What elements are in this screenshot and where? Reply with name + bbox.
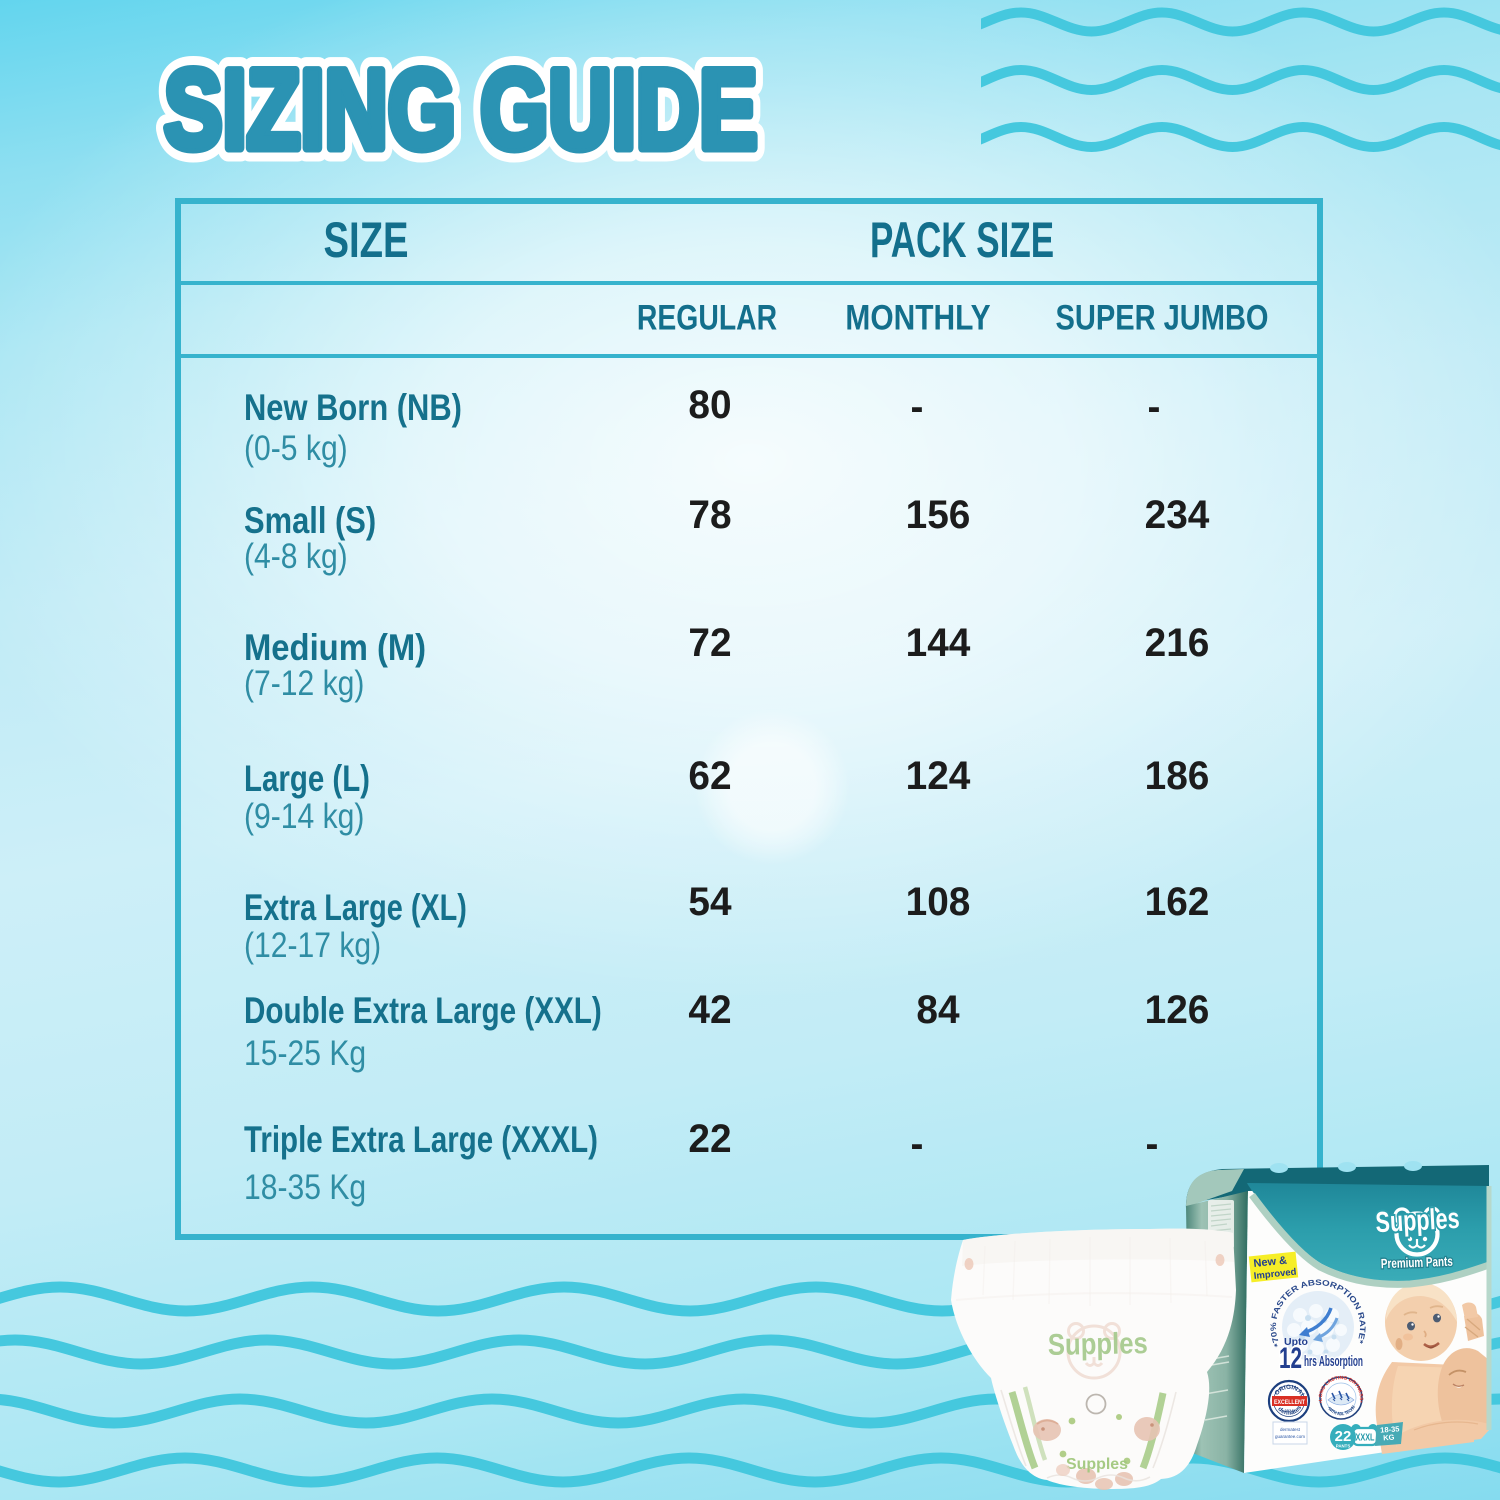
svg-text:SIZING GUIDE: SIZING GUIDE: [164, 48, 758, 173]
svg-text:New &: New &: [1253, 1255, 1288, 1270]
svg-text:Supples: Supples: [1048, 1327, 1149, 1362]
svg-text:guarantee.com: guarantee.com: [1275, 1434, 1305, 1439]
svg-text:EXCELLENT: EXCELLENT: [1274, 1399, 1306, 1406]
svg-text:XXXL: XXXL: [1356, 1433, 1375, 1444]
svg-text:dermatest: dermatest: [1280, 1427, 1301, 1432]
svg-text:22: 22: [1335, 1428, 1352, 1445]
svg-text:2024: 2024: [1285, 1408, 1295, 1413]
svg-text:Improved: Improved: [1253, 1267, 1297, 1282]
svg-text:18-35: 18-35: [1380, 1424, 1400, 1434]
svg-text:SIZING GUIDE: SIZING GUIDE: [164, 48, 758, 173]
svg-text:KG: KG: [1383, 1433, 1395, 1443]
svg-text:Upto: Upto: [1284, 1336, 1308, 1348]
svg-text:12: 12: [1279, 1342, 1302, 1375]
svg-text:Premium Pants: Premium Pants: [1381, 1254, 1453, 1272]
svg-text:Supples: Supples: [1066, 1456, 1128, 1473]
svg-text:Supples: Supples: [1375, 1203, 1461, 1239]
svg-text:PANTS: PANTS: [1336, 1444, 1351, 1449]
svg-text:hrs Absorption: hrs Absorption: [1304, 1354, 1363, 1370]
